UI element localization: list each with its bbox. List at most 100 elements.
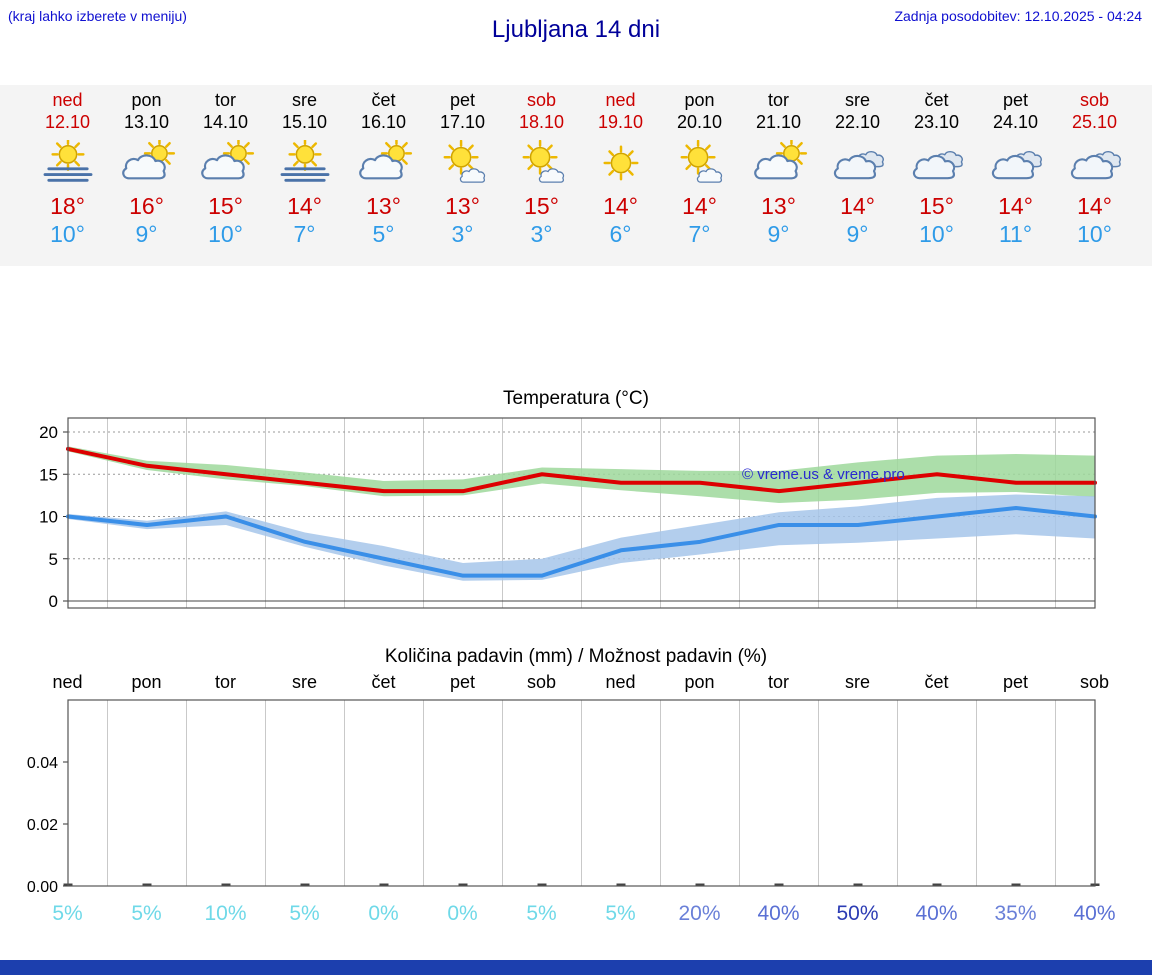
sun-cloud-icon bbox=[116, 134, 178, 188]
precip-day-label: tor bbox=[767, 672, 789, 692]
page-title: Ljubljana 14 dni bbox=[491, 16, 661, 43]
day-column: pet 17.10 13° 3° bbox=[423, 89, 502, 248]
day-name: ned bbox=[52, 90, 83, 110]
watermark-link[interactable]: © vreme.us & vreme.pro bbox=[742, 466, 905, 483]
day-date: 17.10 bbox=[439, 112, 486, 132]
sun-small-cloud-icon bbox=[432, 134, 494, 188]
day-date: 13.10 bbox=[123, 112, 170, 132]
day-temp-min: 10° bbox=[919, 221, 954, 247]
min-range-band bbox=[68, 494, 1095, 581]
sun-cloud-icon bbox=[748, 134, 810, 188]
day-name: pon bbox=[131, 90, 162, 110]
day-name: sob bbox=[526, 90, 557, 110]
day-name: pet bbox=[449, 90, 476, 110]
precip-probability-value: 5% bbox=[52, 902, 83, 925]
sun-cloud-icon bbox=[195, 134, 257, 188]
precip-day-label: čet bbox=[371, 672, 396, 692]
day-temp-max: 13° bbox=[761, 193, 796, 219]
day-temp-min: 7° bbox=[293, 221, 316, 247]
precip-day-label: pet bbox=[1002, 672, 1029, 692]
precip-day-label: sob bbox=[526, 672, 557, 692]
max-range-band bbox=[68, 446, 1095, 503]
day-name: pon bbox=[684, 90, 715, 110]
precip-day-label: čet bbox=[924, 672, 949, 692]
day-column: pon 20.10 14° 7° bbox=[660, 89, 739, 248]
day-temp-min: 10° bbox=[50, 221, 85, 247]
day-date: 14.10 bbox=[202, 112, 249, 132]
day-temp-max: 14° bbox=[998, 193, 1033, 219]
precip-probability-value: 35% bbox=[994, 902, 1037, 925]
day-column: sre 15.10 14° 7° bbox=[265, 89, 344, 248]
day-temp-min: 10° bbox=[208, 221, 243, 247]
clouds-icon bbox=[1064, 134, 1126, 188]
menu-hint: (kraj lahko izberete v meniju) bbox=[8, 8, 187, 24]
precip-probability-value: 50% bbox=[836, 902, 879, 925]
day-temp-max: 14° bbox=[603, 193, 638, 219]
day-name: čet bbox=[371, 90, 396, 110]
day-date: 16.10 bbox=[360, 112, 407, 132]
day-date: 21.10 bbox=[755, 112, 802, 132]
day-column: pet 24.10 14° 11° bbox=[976, 89, 1055, 248]
precip-day-label: sob bbox=[1079, 672, 1110, 692]
temp-y-tick: 5 bbox=[49, 550, 58, 569]
day-date: 22.10 bbox=[834, 112, 881, 132]
precip-probability-value: 5% bbox=[526, 902, 557, 925]
day-date: 23.10 bbox=[913, 112, 960, 132]
day-temp-max: 15° bbox=[208, 193, 243, 219]
day-date: 25.10 bbox=[1071, 112, 1118, 132]
precip-y-tick: 0.00 bbox=[27, 879, 58, 894]
day-temp-min: 6° bbox=[609, 221, 632, 247]
day-column: čet 16.10 13° 5° bbox=[344, 89, 423, 248]
precip-probability-value: 20% bbox=[678, 902, 721, 925]
day-temp-max: 18° bbox=[50, 193, 85, 219]
day-name: sre bbox=[291, 90, 317, 110]
day-temp-min: 10° bbox=[1077, 221, 1112, 247]
bottom-bar bbox=[0, 960, 1152, 975]
precip-day-label: tor bbox=[214, 672, 236, 692]
day-date: 20.10 bbox=[676, 112, 723, 132]
precip-day-label: sre bbox=[844, 672, 870, 692]
precip-bar bbox=[1011, 883, 1021, 886]
precip-probability-row: 5% 5% 10% 5% 0% 0% 5% 5% 20% 40% 50% 40% 35% 40% bbox=[28, 902, 1134, 926]
sun-small-cloud-icon bbox=[511, 134, 573, 188]
day-name: pet bbox=[1002, 90, 1029, 110]
temp-y-tick: 10 bbox=[39, 508, 58, 527]
precip-probability-value: 40% bbox=[1073, 902, 1116, 925]
clouds-icon bbox=[906, 134, 968, 188]
day-temp-min: 11° bbox=[998, 221, 1033, 247]
temperature-chart: 0 5 10 15 20 bbox=[39, 417, 1097, 611]
day-name: tor bbox=[767, 90, 789, 110]
precip-bar bbox=[695, 883, 705, 886]
day-temp-min: 5° bbox=[372, 221, 395, 247]
day-temp-max: 14° bbox=[1077, 193, 1112, 219]
precip-y-tick: 0.04 bbox=[27, 755, 58, 772]
day-column: sob 18.10 15° 3° bbox=[502, 89, 581, 248]
temp-y-tick: 20 bbox=[39, 423, 58, 442]
day-temp-min: 3° bbox=[530, 221, 553, 247]
day-strip-columns: ned 12.10 18° 10° pon 13.10 16° 9° tor 14.10 15° 10… bbox=[28, 89, 1134, 248]
day-name: tor bbox=[214, 90, 236, 110]
precip-bar bbox=[458, 883, 468, 886]
precip-bar bbox=[221, 883, 231, 886]
day-temp-min: 7° bbox=[688, 221, 711, 247]
day-date: 18.10 bbox=[518, 112, 565, 132]
clouds-icon bbox=[827, 134, 889, 188]
day-column: tor 14.10 15° 10° bbox=[186, 89, 265, 248]
day-date: 15.10 bbox=[281, 112, 328, 132]
day-name: čet bbox=[924, 90, 949, 110]
day-name: sob bbox=[1079, 90, 1110, 110]
day-temp-min: 9° bbox=[846, 221, 869, 247]
last-update-timestamp: Zadnja posodobitev: 12.10.2025 - 04:24 bbox=[894, 8, 1142, 24]
precip-day-labels: ned pon tor sre čet pet sob ned pon tor sre čet pet s… bbox=[28, 672, 1134, 693]
day-column: ned 19.10 14° 6° bbox=[581, 89, 660, 248]
temp-series-line bbox=[66, 446, 1097, 494]
precip-probability-value: 5% bbox=[605, 902, 636, 925]
day-date: 24.10 bbox=[992, 112, 1039, 132]
day-column: čet 23.10 15° 10° bbox=[897, 89, 976, 248]
precip-bar bbox=[774, 883, 784, 886]
day-column: sre 22.10 14° 9° bbox=[818, 89, 897, 248]
day-column: sob 25.10 14° 10° bbox=[1055, 89, 1134, 248]
day-column: tor 21.10 13° 9° bbox=[739, 89, 818, 248]
day-temp-max: 16° bbox=[129, 193, 164, 219]
day-temp-min: 3° bbox=[451, 221, 474, 247]
